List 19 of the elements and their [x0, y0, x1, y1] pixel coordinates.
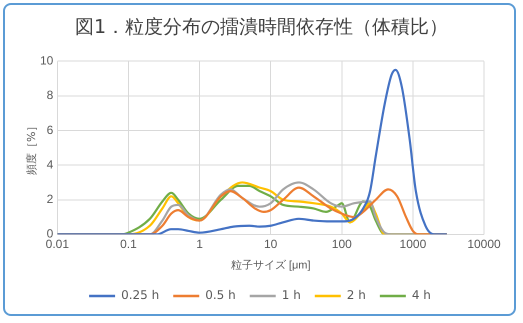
legend-label: 4 h [412, 288, 431, 302]
x-tick-label: 0.1 [120, 236, 138, 251]
x-axis-title: 粒子サイズ [μm] [230, 259, 311, 272]
legend-label: 1 h [282, 288, 301, 302]
legend-label: 2 h [346, 288, 366, 302]
x-tick-label: 100 [332, 236, 352, 251]
x-tick-label: 1 [196, 236, 204, 251]
y-tick-label: 2 [46, 192, 54, 206]
y-tick-label: 8 [46, 88, 54, 102]
legend-label: 0.25 h [121, 288, 160, 302]
x-tick-label: 10 [264, 236, 278, 251]
legend-label: 0.5 h [205, 288, 236, 302]
y-tick-label: 10 [40, 54, 54, 68]
x-tick-label: 1000 [400, 236, 427, 251]
y-tick-label: 4 [46, 157, 54, 172]
y-tick-label: 6 [46, 122, 54, 137]
y-axis-title: 頻度［%］ [24, 120, 38, 176]
x-tick-label: 10000 [467, 236, 502, 251]
chart-title: 図1．粒度分布の擂潰時間依存性（体積比） [74, 15, 450, 40]
